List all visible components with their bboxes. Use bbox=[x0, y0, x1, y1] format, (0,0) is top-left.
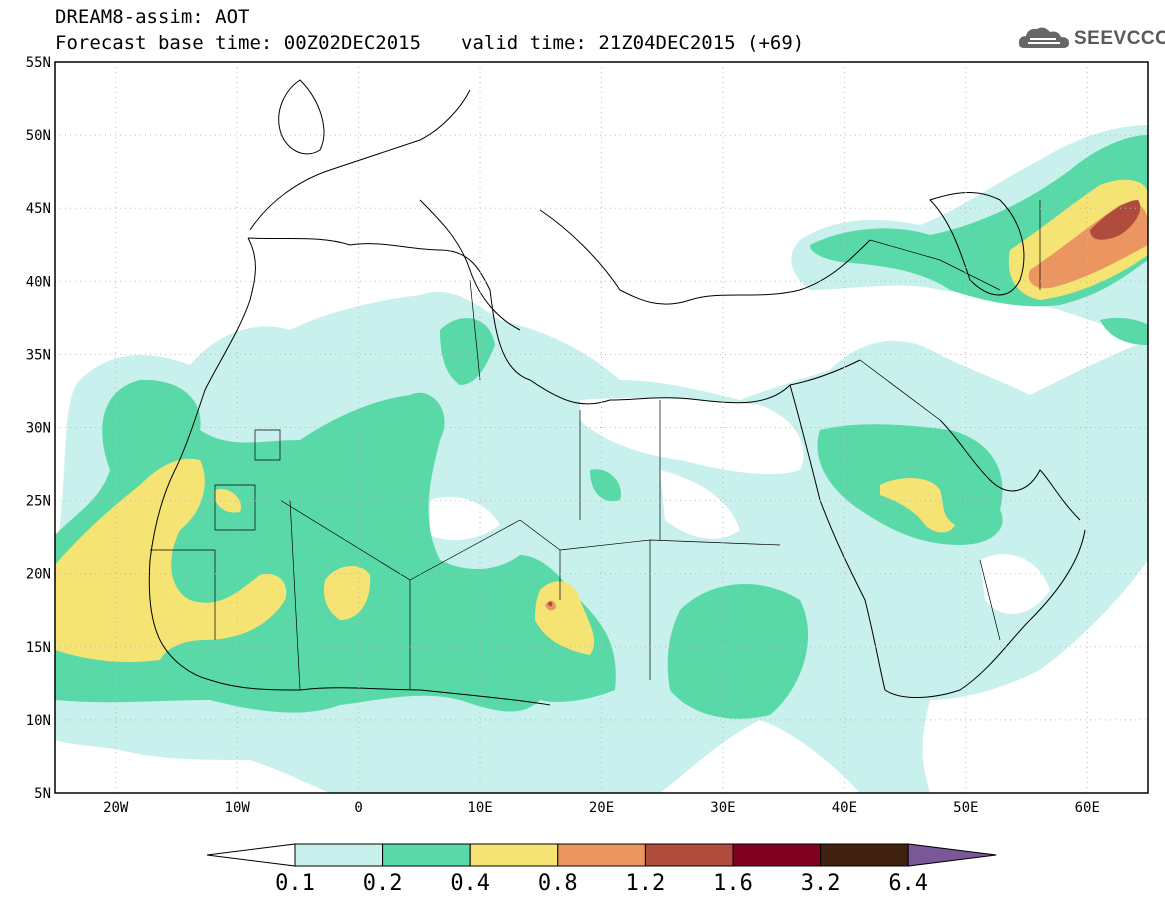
aot-level-1-2 bbox=[548, 200, 1141, 607]
colorbar-under-arrow bbox=[206, 843, 296, 867]
coast-west-africa bbox=[148, 237, 551, 706]
lon-label: 20W bbox=[103, 800, 129, 816]
aot-low-holes bbox=[430, 397, 1050, 614]
map-title: DREAM8-assim: AOT bbox=[55, 6, 250, 28]
latitude-labels: 55N 50N 45N 40N 35N 30N 25N 20N 15N 10N 5N bbox=[26, 55, 51, 802]
colorbar-swatch bbox=[644, 843, 734, 867]
colorbar-tick-label: 0.2 bbox=[363, 871, 403, 896]
colorbar-tick-label: 1.2 bbox=[626, 871, 666, 896]
coast-europe bbox=[249, 89, 871, 331]
valid-time: valid time: 21Z04DEC2015 (+69) bbox=[461, 32, 805, 54]
colorbar-tick-label: 1.6 bbox=[713, 871, 753, 896]
seevccc-logo: SEEVCCC bbox=[1016, 24, 1165, 54]
coastlines bbox=[148, 79, 1086, 706]
lat-label: 50N bbox=[26, 128, 51, 144]
colorbar-tick-label: 0.4 bbox=[450, 871, 490, 896]
lat-label: 10N bbox=[26, 713, 51, 729]
lon-label: 20E bbox=[589, 800, 614, 816]
logo-text: SEEVCCC bbox=[1074, 28, 1165, 49]
lat-label: 35N bbox=[26, 347, 51, 363]
map-frame bbox=[54, 61, 1149, 794]
lon-label: 60E bbox=[1075, 800, 1100, 816]
lon-label: 40E bbox=[832, 800, 857, 816]
coast-caspian bbox=[929, 192, 1025, 296]
coast-red-sea bbox=[789, 384, 1086, 698]
longitude-labels: 20W 10W 0 10E 20E 30E 40E 50E 60E bbox=[103, 800, 1100, 816]
lon-label: 30E bbox=[710, 800, 735, 816]
coast-north-africa bbox=[247, 237, 791, 405]
colorbar-swatch bbox=[382, 843, 471, 867]
base-time: Forecast base time: 00Z02DEC2015 bbox=[55, 32, 422, 54]
coast-arabia bbox=[789, 359, 1081, 521]
colorbar-tick-label: 6.4 bbox=[888, 871, 928, 896]
colorbar-tick-label: 0.1 bbox=[275, 871, 315, 896]
graticule bbox=[55, 62, 1148, 793]
lat-label: 40N bbox=[26, 274, 51, 290]
time-info: Forecast base time: 00Z02DEC2015 valid ti… bbox=[55, 32, 804, 54]
lon-label: 10W bbox=[225, 800, 251, 816]
lat-label: 25N bbox=[26, 494, 51, 510]
colorbar-over-arrow bbox=[907, 843, 997, 867]
cloud-icon bbox=[1018, 27, 1069, 48]
colorbar-swatch bbox=[294, 843, 384, 867]
coast-uk bbox=[278, 79, 325, 155]
lat-label: 45N bbox=[26, 201, 51, 217]
country-borders bbox=[150, 200, 1041, 691]
colorbar-swatch bbox=[557, 843, 646, 867]
lat-label: 55N bbox=[26, 55, 51, 71]
colorbar-tick-label: 3.2 bbox=[801, 871, 841, 896]
lat-label: 5N bbox=[34, 786, 51, 802]
lat-label: 15N bbox=[26, 640, 51, 656]
colorbar: 0.1 0.2 0.4 0.8 1.2 1.6 3.2 6.4 bbox=[206, 843, 997, 896]
colorbar-swatch bbox=[732, 843, 822, 867]
lon-label: 0 bbox=[354, 800, 362, 816]
colorbar-tick-label: 0.8 bbox=[538, 871, 578, 896]
colorbar-swatch bbox=[820, 843, 909, 867]
colorbar-swatch bbox=[469, 843, 559, 867]
lon-label: 50E bbox=[953, 800, 978, 816]
lon-label: 10E bbox=[467, 800, 492, 816]
lat-label: 20N bbox=[26, 567, 51, 583]
lat-label: 30N bbox=[26, 421, 51, 437]
